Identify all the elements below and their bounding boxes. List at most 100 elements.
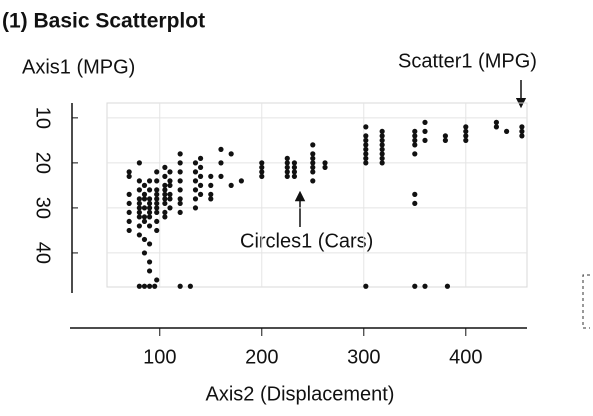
point xyxy=(218,173,224,179)
point xyxy=(218,146,224,152)
point xyxy=(363,146,369,152)
point xyxy=(146,209,153,216)
point xyxy=(154,218,160,225)
point xyxy=(463,124,469,130)
point xyxy=(192,169,199,175)
point xyxy=(379,146,385,152)
point xyxy=(192,205,199,211)
point xyxy=(291,160,298,166)
point xyxy=(422,119,428,125)
point xyxy=(379,155,385,161)
point xyxy=(208,182,214,188)
point xyxy=(162,200,168,207)
point xyxy=(228,151,234,157)
point xyxy=(141,205,148,211)
point xyxy=(463,137,469,143)
point xyxy=(154,200,160,207)
point xyxy=(146,214,153,220)
point xyxy=(310,178,316,184)
plot-box xyxy=(106,102,528,288)
point xyxy=(154,187,160,193)
point xyxy=(146,200,153,207)
point xyxy=(162,187,168,193)
x-tick-label: 300 xyxy=(347,346,380,368)
point xyxy=(154,205,160,211)
point xyxy=(136,178,142,184)
point xyxy=(136,187,142,193)
point xyxy=(363,155,369,161)
point xyxy=(141,250,148,256)
point xyxy=(162,173,168,179)
point xyxy=(412,283,418,289)
point xyxy=(238,178,244,184)
point xyxy=(493,124,499,130)
point xyxy=(197,191,204,197)
point xyxy=(136,209,142,216)
annotation: Scatter1 (MPG) xyxy=(398,50,537,72)
point xyxy=(291,173,298,179)
point xyxy=(519,133,525,139)
point xyxy=(412,133,418,139)
point xyxy=(218,160,224,166)
point xyxy=(126,200,132,207)
point xyxy=(136,232,142,238)
point xyxy=(463,133,469,139)
point xyxy=(141,236,148,243)
point xyxy=(192,178,199,184)
point xyxy=(379,151,385,157)
point xyxy=(126,169,132,175)
y-tick-label: 30 xyxy=(32,197,54,219)
point xyxy=(412,137,418,143)
point xyxy=(177,196,183,202)
point xyxy=(322,160,328,166)
point xyxy=(208,196,214,202)
point xyxy=(177,160,183,166)
point xyxy=(519,128,525,134)
point xyxy=(310,169,316,175)
point xyxy=(228,182,234,188)
x-axis-label: Axis2 (Displacement) xyxy=(206,383,395,405)
point xyxy=(187,283,193,289)
point xyxy=(442,137,448,143)
point xyxy=(259,173,265,179)
point xyxy=(422,128,428,134)
point xyxy=(422,137,428,143)
point xyxy=(379,133,385,139)
point xyxy=(141,218,148,225)
point xyxy=(379,142,385,148)
point xyxy=(379,137,385,143)
point xyxy=(310,164,316,170)
point xyxy=(152,283,158,289)
point xyxy=(146,223,153,229)
point xyxy=(136,200,142,207)
point xyxy=(167,191,173,197)
x-tick-label: 200 xyxy=(245,346,278,368)
point xyxy=(136,196,142,202)
point xyxy=(154,169,160,175)
point xyxy=(284,160,290,166)
point xyxy=(192,187,199,193)
point xyxy=(363,137,369,143)
point xyxy=(126,218,132,225)
chart-title: (1) Basic Scatterplot xyxy=(2,10,205,33)
point xyxy=(310,151,316,157)
point xyxy=(363,283,369,289)
point xyxy=(162,182,168,188)
point xyxy=(154,227,160,234)
point xyxy=(167,196,173,202)
point xyxy=(167,178,173,184)
y-tick-label: 20 xyxy=(32,152,54,174)
point xyxy=(177,209,183,216)
point xyxy=(154,191,160,197)
point xyxy=(146,241,153,247)
point xyxy=(136,283,142,289)
point xyxy=(412,200,418,207)
point xyxy=(208,173,214,179)
point xyxy=(284,155,290,161)
point xyxy=(146,205,153,211)
point xyxy=(154,178,160,184)
point xyxy=(154,209,160,216)
point xyxy=(136,205,142,211)
bracket xyxy=(582,274,590,329)
point xyxy=(259,169,265,175)
